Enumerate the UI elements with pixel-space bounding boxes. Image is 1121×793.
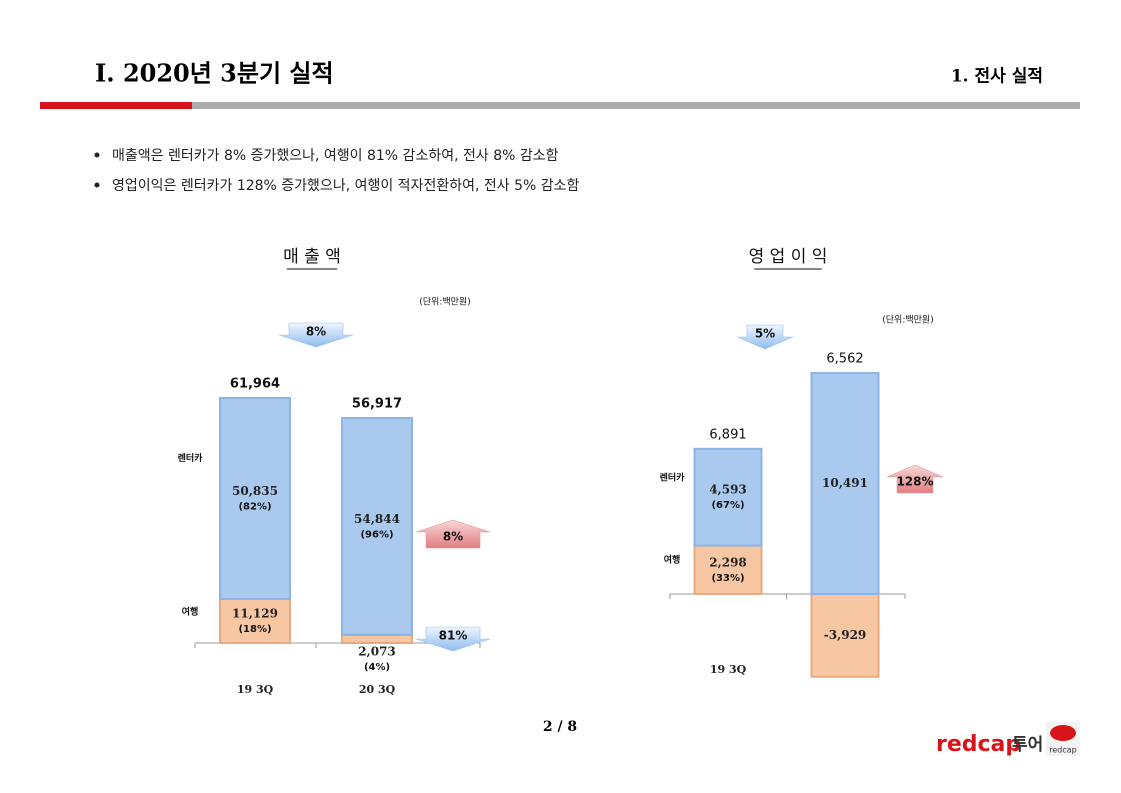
arrow-label: 81%	[439, 629, 468, 643]
total-label: 56,917	[352, 396, 402, 411]
arrow-label: 5%	[755, 327, 775, 341]
x-tick-label: 19 3Q	[237, 683, 274, 696]
value-label: 10,491	[822, 476, 868, 490]
logo-cap	[1050, 725, 1076, 741]
value-label: 50,835	[232, 484, 278, 498]
share-label: (96%)	[360, 529, 393, 540]
total-label: 61,964	[230, 377, 280, 392]
value-label: 4,593	[709, 483, 747, 497]
bullet-text: 영업이익은 렌터카가 128% 증가했으나, 여행이 적자전환하여, 전사 5%…	[112, 178, 579, 194]
arrow-label: 8%	[443, 530, 463, 544]
value-label: 11,129	[232, 606, 278, 620]
bullet-dot	[94, 152, 100, 158]
arrow	[278, 322, 354, 348]
logo-badge: redcap	[1049, 746, 1077, 755]
page-number: 2 / 8	[543, 719, 577, 735]
arrow	[415, 519, 491, 549]
unit-label: (단위:백만원)	[419, 297, 470, 308]
bar-segment	[341, 633, 413, 644]
header-bar-red	[40, 102, 192, 109]
arrow	[736, 324, 794, 350]
share-label: (4%)	[364, 662, 390, 673]
bullet-dot	[94, 182, 100, 188]
chart-title: 영 업 이 익	[749, 247, 828, 267]
x-tick-label: 19 3Q	[710, 663, 747, 676]
bar-segment	[810, 372, 880, 595]
bar-segment	[219, 397, 291, 600]
bar-segment	[810, 593, 880, 678]
bullet-text: 매출액은 렌터카가 8% 증가했으나, 여행이 81% 감소하여, 전사 8% …	[112, 148, 559, 164]
value-label: 2,073	[358, 645, 396, 659]
total-label: 6,562	[826, 352, 863, 367]
share-label: (67%)	[711, 500, 744, 511]
value-label: 54,844	[354, 512, 400, 526]
value-label: -3,929	[824, 628, 867, 642]
arrow	[886, 464, 944, 494]
x-tick-label: 20 3Q	[359, 683, 396, 696]
page-title: Ⅰ. 2020년 3분기 실적	[95, 59, 334, 88]
arrow-label: 8%	[306, 325, 326, 339]
arrow	[415, 626, 491, 652]
logo-text: redcap	[936, 732, 1021, 757]
bar-segment	[693, 447, 763, 547]
share-label: (18%)	[238, 624, 271, 635]
section-title: 1. 전사 실적	[951, 67, 1043, 87]
arrow-label: 128%	[896, 475, 933, 489]
unit-label: (단위:백만원)	[882, 315, 933, 326]
total-label: 6,891	[709, 427, 746, 442]
chart-title: 매 출 액	[283, 247, 341, 267]
bar-segment	[693, 544, 763, 595]
legend-label: 렌터카	[660, 471, 686, 483]
bar-segment	[341, 416, 413, 636]
logo-suffix: 투어	[1012, 735, 1043, 755]
legend-label: 여행	[664, 554, 681, 566]
share-label: (82%)	[238, 501, 271, 512]
legend-label: 렌터카	[178, 452, 204, 464]
header-bar-gray	[192, 102, 1080, 109]
share-label: (33%)	[711, 573, 744, 584]
legend-label: 여행	[182, 606, 199, 618]
value-label: 2,298	[709, 555, 747, 569]
bar-segment	[219, 597, 291, 644]
